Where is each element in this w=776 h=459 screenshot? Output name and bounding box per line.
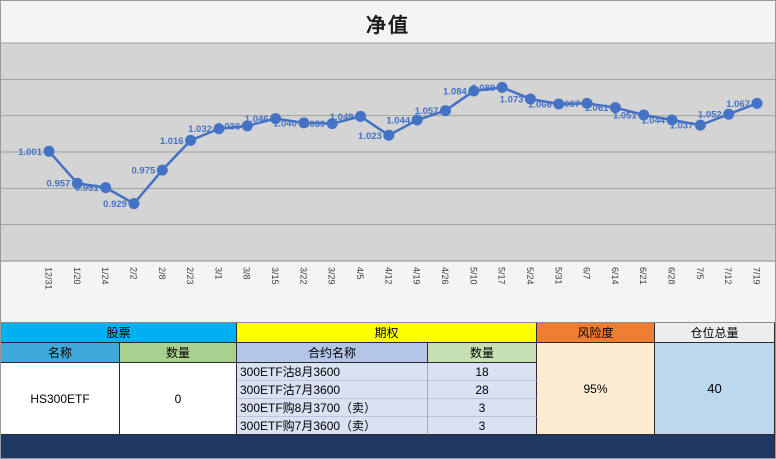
svg-text:1.040: 1.040 — [273, 118, 297, 129]
svg-text:3/22: 3/22 — [298, 267, 308, 285]
svg-text:2/8: 2/8 — [157, 267, 167, 280]
svg-text:1.032: 1.032 — [188, 124, 212, 135]
svg-text:1.067: 1.067 — [726, 99, 750, 110]
svg-text:1.036: 1.036 — [216, 121, 240, 132]
positions-table: 股票 期权 风险度 仓位总量 名称 数量 合约名称 数量 95% 40 HS30… — [1, 323, 775, 458]
svg-text:3/1: 3/1 — [213, 267, 223, 280]
svg-text:1.044: 1.044 — [386, 116, 410, 127]
svg-text:1.049: 1.049 — [330, 112, 354, 123]
svg-text:12/31: 12/31 — [44, 267, 54, 290]
svg-text:1.066: 1.066 — [528, 100, 552, 111]
svg-text:3/8: 3/8 — [242, 267, 252, 280]
stock-qty-cell[interactable]: 0 — [120, 363, 237, 435]
svg-text:5/10: 5/10 — [468, 267, 478, 285]
contract-qty-cell[interactable]: 28 — [428, 381, 537, 399]
svg-text:1.044: 1.044 — [641, 116, 665, 127]
svg-text:0.975: 0.975 — [131, 166, 155, 177]
series-markers — [43, 81, 763, 210]
position-value-cell[interactable]: 40 — [655, 343, 775, 435]
svg-text:6/28: 6/28 — [667, 267, 677, 285]
svg-text:7/5: 7/5 — [695, 267, 705, 280]
svg-text:4/26: 4/26 — [440, 267, 450, 285]
section-header-risk[interactable]: 风险度 — [537, 323, 655, 343]
svg-text:1.052: 1.052 — [698, 110, 722, 121]
svg-text:1.067: 1.067 — [556, 99, 580, 110]
svg-text:4/19: 4/19 — [412, 267, 422, 285]
svg-text:6/14: 6/14 — [610, 267, 620, 285]
contract-qty-cell[interactable]: 3 — [428, 399, 537, 417]
stock-qty-header[interactable]: 数量 — [120, 343, 237, 363]
svg-text:4/12: 4/12 — [383, 267, 393, 285]
svg-text:6/21: 6/21 — [638, 267, 648, 285]
svg-text:1.016: 1.016 — [160, 136, 184, 147]
section-header-position[interactable]: 仓位总量 — [655, 323, 775, 343]
svg-text:1/20: 1/20 — [72, 267, 82, 285]
svg-text:1.084: 1.084 — [443, 86, 467, 97]
svg-text:7/19: 7/19 — [752, 267, 762, 285]
svg-text:5/24: 5/24 — [525, 267, 535, 285]
contract-name-cell[interactable]: 300ETF沽8月3600 — [237, 363, 428, 381]
svg-text:1/24: 1/24 — [100, 267, 110, 285]
svg-text:6/7: 6/7 — [582, 267, 592, 280]
svg-text:0.957: 0.957 — [47, 179, 71, 190]
svg-text:0.951: 0.951 — [75, 183, 99, 194]
svg-text:1.001: 1.001 — [18, 147, 42, 158]
svg-text:0.929: 0.929 — [103, 199, 127, 210]
svg-text:2/23: 2/23 — [185, 267, 195, 285]
svg-text:1.023: 1.023 — [358, 131, 382, 142]
chart-title: 净值 — [366, 15, 410, 37]
section-header-options[interactable]: 期权 — [237, 323, 537, 343]
svg-text:1.061: 1.061 — [585, 103, 609, 114]
svg-text:5/17: 5/17 — [497, 267, 507, 285]
stock-name-cell[interactable]: HS300ETF — [1, 363, 120, 435]
section-header-stock[interactable]: 股票 — [1, 323, 237, 343]
svg-text:1.073: 1.073 — [500, 94, 524, 105]
footer-bar[interactable] — [1, 435, 775, 458]
contract-name-cell[interactable]: 300ETF购8月3700（卖） — [237, 399, 428, 417]
risk-value-cell[interactable]: 95% — [537, 343, 655, 435]
svg-text:1.057: 1.057 — [415, 106, 439, 117]
svg-text:3/29: 3/29 — [327, 267, 337, 285]
contract-name-cell[interactable]: 300ETF沽7月3600 — [237, 381, 428, 399]
contract-qty-cell[interactable]: 3 — [428, 417, 537, 435]
net-value-chart-region: 1.001 0.957 0.951 0.929 0.975 1.016 1.032 1.036… — [1, 1, 775, 323]
x-axis-labels: 12/31 1/20 1/24 2/2 2/8 2/23 3/1 3/8 3/15 3/22 3/2… — [44, 267, 762, 290]
contract-qty-header[interactable]: 数量 — [428, 343, 537, 363]
svg-text:3/15: 3/15 — [270, 267, 280, 285]
stock-name-header[interactable]: 名称 — [1, 343, 120, 363]
net-value-line-chart: 1.001 0.957 0.951 0.929 0.975 1.016 1.032 1.036… — [1, 42, 775, 290]
svg-text:1.051: 1.051 — [613, 110, 637, 121]
contract-qty-cell[interactable]: 18 — [428, 363, 537, 381]
contract-name-cell[interactable]: 300ETF购7月3600（卖） — [237, 417, 428, 435]
svg-text:4/5: 4/5 — [355, 267, 365, 280]
value-labels: 1.001 0.957 0.951 0.929 0.975 1.016 1.032 1.036… — [18, 83, 750, 210]
svg-text:5/31: 5/31 — [553, 267, 563, 285]
svg-text:2/2: 2/2 — [128, 267, 138, 280]
svg-text:1.037: 1.037 — [670, 121, 694, 132]
svg-text:1.046: 1.046 — [245, 114, 269, 125]
svg-text:1.039: 1.039 — [301, 119, 325, 130]
contract-name-header[interactable]: 合约名称 — [237, 343, 428, 363]
svg-text:7/12: 7/12 — [723, 267, 733, 285]
svg-text:1.089: 1.089 — [471, 83, 495, 94]
